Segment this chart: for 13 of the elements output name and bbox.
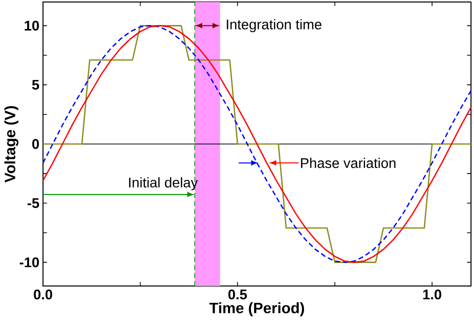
x-axis-title: Time (Period) (209, 302, 304, 316)
y-tick-label: 10 (24, 20, 39, 31)
y-tick-label: -10 (20, 257, 39, 268)
annotation: Phase variation (301, 158, 396, 168)
x-tick-label: 1.0 (423, 290, 442, 300)
annotation: Integration time (226, 19, 322, 32)
annotation: Initial delay (129, 177, 198, 190)
x-tick-label: 0.0 (34, 290, 52, 300)
x-tick-label: 0.5 (228, 290, 247, 300)
y-tick-label: 0 (32, 139, 39, 149)
y-tick-label: -5 (28, 198, 40, 208)
y-tick-label: 5 (32, 80, 40, 90)
y-axis-title: Voltage (V) (4, 106, 18, 182)
